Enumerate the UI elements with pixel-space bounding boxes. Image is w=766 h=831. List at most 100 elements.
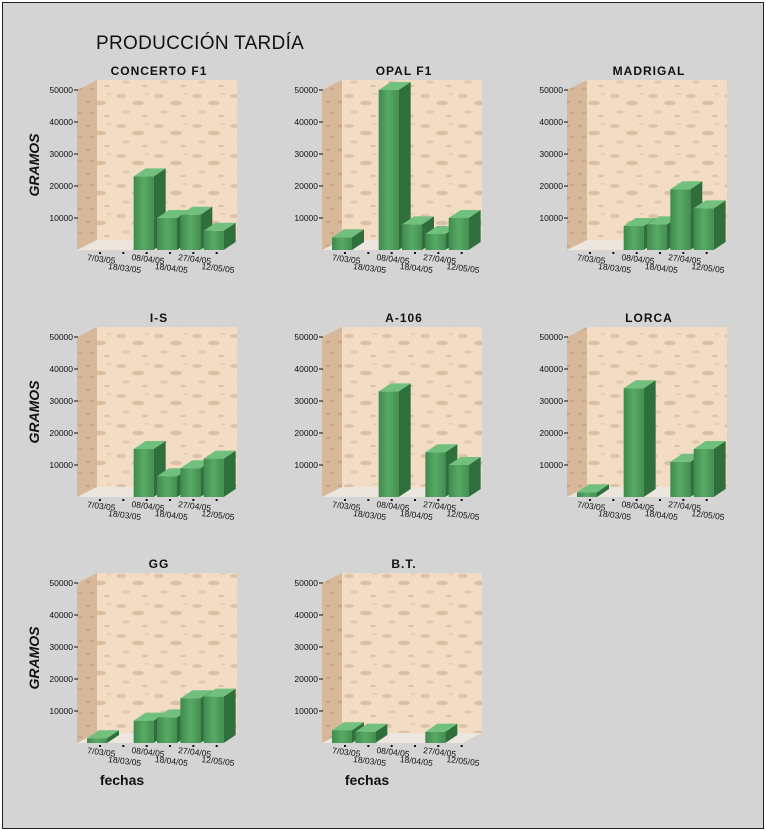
bar-top [378,82,411,90]
bar [87,730,119,743]
bar-front [133,176,154,250]
bar [203,222,236,250]
y-tick-label: 30000 [539,149,563,159]
x-tick-mark [414,499,416,501]
bar [203,450,236,497]
x-tick-mark [705,252,708,254]
y-tick-label: 30000 [49,396,73,406]
bar-side [223,222,236,250]
x-tick-mark [99,499,101,501]
y-tick-label: 30000 [49,642,73,652]
y-axis-label: GRAMOS [26,133,42,197]
x-tick-label: 18/04/05 [154,508,188,522]
chart-title: LORCA [625,311,673,325]
bar [448,457,481,497]
chart-title: CONCERTO F1 [111,64,208,78]
bar-front [577,492,597,497]
bar-top [693,200,726,209]
y-tick-label: 20000 [294,674,318,684]
chart-side-wall [567,80,587,250]
bar [425,723,458,743]
bar-front [157,218,177,250]
y-tick-label: 10000 [539,213,563,223]
x-tick-label: 18/03/05 [353,508,387,522]
x-tick-mark [659,499,661,501]
y-axis-label: GRAMOS [26,626,42,690]
x-tick-label: 08/04/05 [376,745,410,759]
x-tick-label: 27/04/05 [178,499,212,513]
y-tick-label: 20000 [539,428,563,438]
bar-front [180,468,201,497]
y-tick-label: 30000 [539,396,563,406]
bar-top [133,712,166,721]
x-tick-label: 27/04/05 [178,745,212,759]
x-tick-label: 12/05/05 [446,754,480,768]
chart-panel: 1000020000300004000050000A-1067/03/0518/… [294,311,482,522]
bar-top [332,722,364,731]
bar-front [425,731,446,743]
bar-front [693,208,714,250]
chart-panel: 10000 20000 30000 40000 50000 GG GRAMOS 7/03/05… [26,557,237,788]
bar-top [332,229,364,238]
bar-front [378,90,399,250]
bar-side [597,484,609,497]
bar-front [203,458,224,497]
chart-title: A-106 [385,311,423,325]
bar-front [133,449,154,497]
chart-side-wall [77,573,97,743]
bar-front [378,391,399,497]
y-tick-label: 50000 [49,578,73,588]
bar-front [693,449,714,497]
chart-side-wall [322,573,342,743]
x-tick-mark [344,499,346,501]
x-tick-mark [705,499,708,501]
bar-side [375,723,388,743]
x-tick-mark [635,499,638,501]
x-tick-mark [390,252,393,254]
x-tick-mark [344,252,346,254]
x-tick-label: 12/05/05 [201,508,235,522]
y-tick-label: 30000 [49,149,73,159]
x-tick-mark [460,499,463,501]
x-tick-mark [437,252,440,254]
y-tick-label: 10000 [294,706,318,716]
x-tick-label: 27/04/05 [668,252,702,266]
x-tick-mark [682,252,685,254]
y-tick-label: 40000 [539,364,563,374]
bar-side [223,450,236,497]
x-tick-mark [215,252,218,254]
x-tick-mark [215,499,218,501]
x-tick-mark [169,745,171,747]
bar [378,82,411,250]
x-tick-mark [437,745,440,747]
x-tick-label: 7/03/05 [87,252,117,265]
bar-top [623,380,656,389]
bar-side [352,229,364,250]
bar [693,441,726,497]
chart-side-wall [77,80,97,250]
x-tick-mark [169,499,171,501]
x-tick-label: 27/04/05 [178,252,212,266]
x-tick-mark [635,252,638,254]
x-tick-mark [122,745,125,747]
x-tick-mark [589,499,591,501]
bar-front [448,465,469,497]
chart-side-wall [322,80,342,250]
figure-title: PRODUCCIÓN TARDÍA [96,33,305,54]
x-tick-label: 7/03/05 [87,499,117,512]
x-tick-mark [99,252,101,254]
chart-back-wall [342,573,482,733]
x-tick-label: 27/04/05 [423,745,457,759]
y-tick-label: 10000 [539,460,563,470]
x-tick-mark [460,252,463,254]
y-tick-label: 10000 [49,460,73,470]
bar-front [425,452,446,497]
bar-side [398,82,411,250]
bar-front [157,476,177,497]
x-tick-mark [122,499,125,501]
x-axis-label: fechas [345,772,390,788]
x-tick-mark [682,499,685,501]
x-tick-label: 08/04/05 [376,499,410,513]
x-tick-label: 27/04/05 [423,252,457,266]
